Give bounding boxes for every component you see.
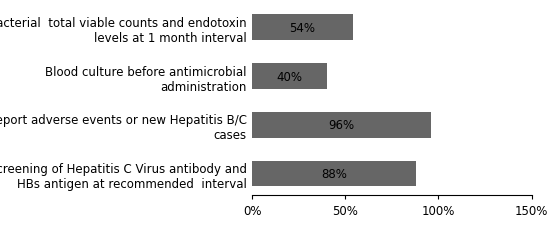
Text: 96%: 96% <box>328 119 355 132</box>
Text: 54%: 54% <box>289 22 316 35</box>
Text: 88%: 88% <box>321 168 347 180</box>
Text: 40%: 40% <box>276 70 302 83</box>
Bar <box>252 15 353 41</box>
Bar <box>252 113 431 138</box>
Bar <box>252 161 416 187</box>
Bar <box>252 64 327 89</box>
